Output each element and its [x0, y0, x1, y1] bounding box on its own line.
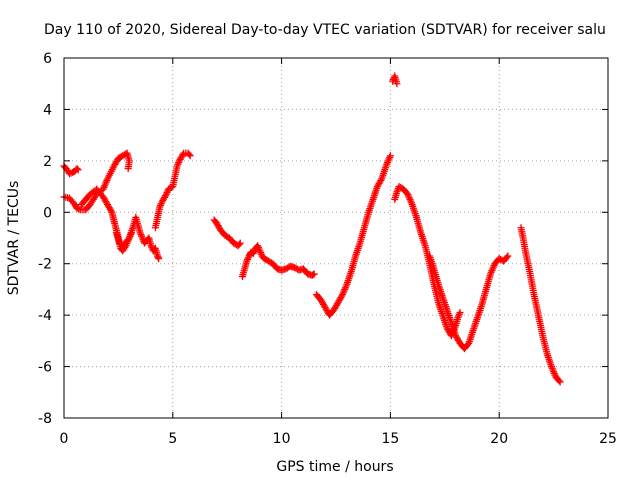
y-tick-label: 4 — [43, 102, 52, 118]
plot-frame — [63, 57, 609, 419]
axis-ticks — [63, 57, 609, 419]
data-point — [556, 378, 564, 386]
data-point — [107, 207, 115, 215]
data-point — [377, 176, 385, 184]
data-point — [504, 252, 512, 260]
y-tick-label: -8 — [38, 411, 52, 427]
x-axis-label: GPS time / hours — [276, 459, 393, 475]
data-point — [503, 253, 511, 261]
data-point — [235, 240, 243, 248]
y-tick-label: 6 — [43, 51, 52, 67]
y-tick-labels: -8 -6 -4 -2 0 2 4 6 — [38, 51, 52, 427]
x-tick-labels: 0 5 10 15 20 25 — [60, 431, 617, 447]
x-tick-label: 10 — [273, 431, 291, 447]
y-axis-label: SDTVAR / TECUs — [6, 181, 22, 296]
x-tick-label: 15 — [381, 431, 399, 447]
data-point — [179, 151, 187, 159]
chart-title: Day 110 of 2020, Sidereal Day-to-day VTE… — [44, 22, 606, 38]
data-point — [236, 239, 244, 247]
data-point — [155, 255, 163, 263]
data-point — [386, 152, 394, 160]
x-tick-label: 25 — [599, 431, 617, 447]
data-point — [338, 292, 346, 300]
y-tick-label: 0 — [43, 205, 52, 221]
data-point — [74, 166, 82, 174]
y-tick-label: -2 — [38, 257, 52, 273]
data-point — [555, 377, 563, 385]
data-point — [161, 192, 169, 200]
y-tick-label: -4 — [38, 308, 52, 324]
grid-lines — [64, 58, 608, 418]
data-point — [456, 309, 464, 317]
y-tick-label: -6 — [38, 360, 52, 376]
data-point — [393, 80, 401, 88]
data-point — [73, 165, 81, 173]
data-point — [310, 270, 318, 278]
x-tick-label: 5 — [168, 431, 177, 447]
data-point — [185, 150, 193, 158]
data-points — [60, 72, 564, 386]
data-point — [186, 152, 194, 160]
x-tick-label: 0 — [60, 431, 69, 447]
y-tick-label: 2 — [43, 154, 52, 170]
x-tick-label: 20 — [490, 431, 508, 447]
data-point — [124, 165, 132, 173]
